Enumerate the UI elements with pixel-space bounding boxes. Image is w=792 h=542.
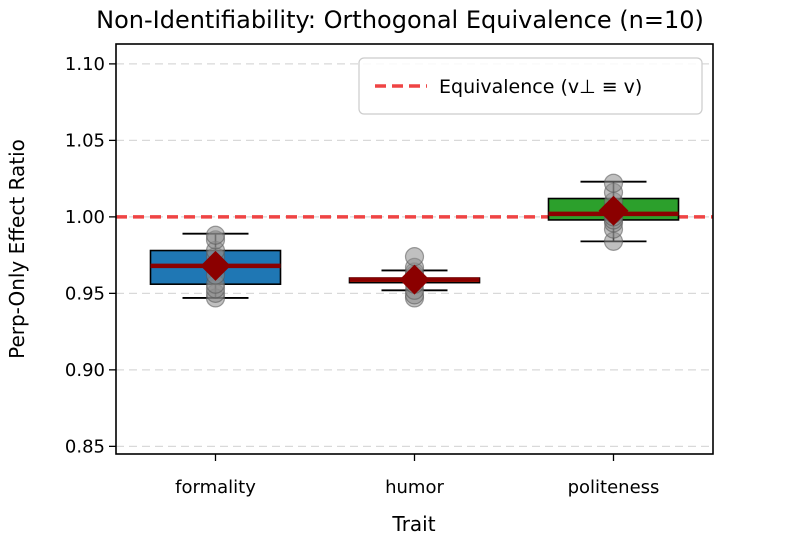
x-tick-label: politeness [568, 477, 660, 498]
data-point [404, 247, 425, 267]
mean-marker [200, 250, 231, 281]
data-point [603, 173, 624, 193]
y-tick-label: 1.05 [65, 130, 105, 151]
plot-frame [115, 43, 714, 455]
x-axis-ticks: formality humor politeness [175, 454, 659, 498]
x-tick-label: humor [385, 477, 444, 498]
legend: Equivalence (v⊥ ≡ v) [358, 57, 703, 115]
x-axis-label: Trait [391, 512, 435, 536]
y-tick-label: 0.95 [65, 283, 105, 304]
boxes-layer [149, 173, 680, 308]
legend-label-equivalence: Equivalence (v⊥ ≡ v) [439, 76, 642, 98]
box-politeness [547, 173, 680, 251]
x-tick-label: formality [175, 477, 256, 498]
y-tick-label: 1.00 [65, 207, 105, 228]
mean-marker [598, 195, 629, 226]
y-tick-label: 1.10 [65, 54, 105, 75]
y-tick-label: 0.90 [65, 360, 105, 381]
y-tick-label: 0.85 [65, 436, 105, 457]
y-axis-label: Perp-Only Effect Ratio [5, 139, 29, 359]
data-point [205, 225, 226, 245]
box-formality [149, 225, 282, 308]
box-humor [348, 247, 481, 308]
mean-marker [399, 264, 430, 295]
y-axis-ticks: 0.85 0.90 0.95 1.00 1.05 1.10 [65, 54, 116, 457]
legend-box [358, 57, 703, 115]
chart-title: Non-Identifiability: Orthogonal Equivale… [96, 6, 704, 34]
